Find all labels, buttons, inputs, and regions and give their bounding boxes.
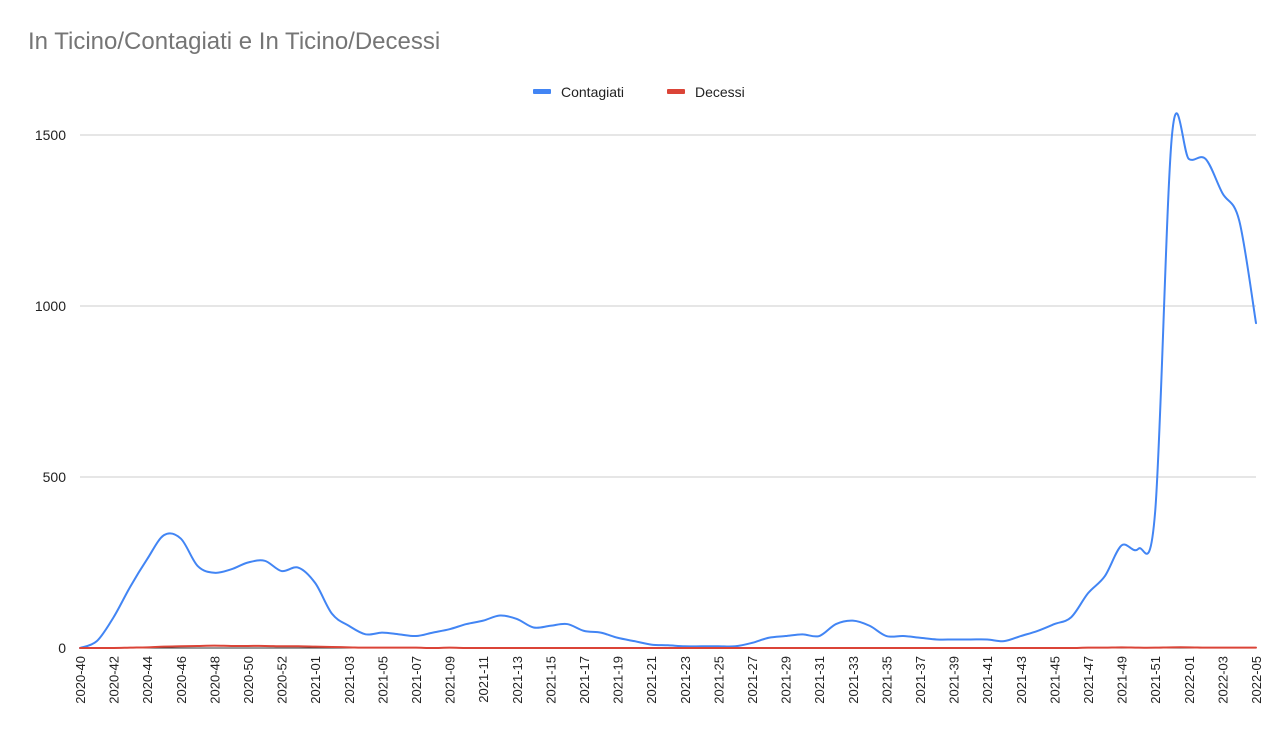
x-tick-label: 2021-51 — [1148, 656, 1163, 704]
x-tick-label: 2020-46 — [174, 656, 189, 704]
x-tick-label: 2021-25 — [711, 656, 726, 704]
x-tick-label: 2021-37 — [913, 656, 928, 704]
series-line-contagiati — [79, 112, 1257, 649]
x-tick-label: 2020-40 — [73, 656, 88, 704]
x-tick-label: 2022-03 — [1215, 656, 1230, 704]
series-line-decessi — [79, 644, 1257, 650]
x-tick-label: 2021-47 — [1081, 656, 1096, 704]
x-tick-label: 2022-01 — [1182, 656, 1197, 704]
x-tick-label: 2021-31 — [812, 656, 827, 704]
x-tick-label: 2021-05 — [375, 656, 390, 704]
x-tick-label: 2021-13 — [510, 656, 525, 704]
x-tick-label: 2021-41 — [980, 656, 995, 704]
x-tick-label: 2020-42 — [107, 656, 122, 704]
x-tick-label: 2021-27 — [745, 656, 760, 704]
x-tick-label: 2021-01 — [308, 656, 323, 704]
legend-item-contagiati[interactable]: Contagiati — [533, 84, 624, 100]
series-lines — [79, 112, 1257, 650]
legend-label: Decessi — [695, 84, 745, 100]
y-tick-label: 1500 — [35, 127, 66, 143]
x-tick-label: 2021-17 — [577, 656, 592, 704]
x-tick-label: 2021-21 — [644, 656, 659, 704]
x-tick-label: 2021-49 — [1115, 656, 1130, 704]
x-tick-label: 2020-52 — [275, 656, 290, 704]
x-tick-label: 2021-07 — [409, 656, 424, 704]
gridlines — [80, 134, 1256, 649]
y-axis-ticks: 0 500 1000 1500 — [35, 127, 66, 656]
y-tick-label: 0 — [58, 640, 66, 656]
x-tick-label: 2020-48 — [207, 656, 222, 704]
x-tick-label: 2021-29 — [779, 656, 794, 704]
x-tick-label: 2021-09 — [443, 656, 458, 704]
x-tick-label: 2020-44 — [140, 656, 155, 704]
x-tick-label: 2021-33 — [846, 656, 861, 704]
x-tick-label: 2021-11 — [476, 656, 491, 703]
legend-swatch — [667, 89, 685, 94]
x-tick-label: 2021-39 — [947, 656, 962, 704]
legend-swatch — [533, 89, 551, 94]
chart-title: In Ticino/Contagiati e In Ticino/Decessi — [28, 28, 441, 55]
x-tick-label: 2022-05 — [1249, 656, 1264, 704]
x-tick-label: 2021-19 — [611, 656, 626, 704]
x-tick-label: 2021-35 — [879, 656, 894, 704]
x-tick-label: 2021-23 — [678, 656, 693, 704]
x-tick-label: 2021-03 — [342, 656, 357, 704]
y-tick-label: 500 — [43, 469, 67, 485]
legend-label: Contagiati — [561, 84, 624, 100]
x-tick-label: 2021-45 — [1047, 656, 1062, 704]
x-tick-label: 2020-50 — [241, 656, 256, 704]
legend-item-decessi[interactable]: Decessi — [667, 84, 745, 100]
x-tick-label: 2021-15 — [543, 656, 558, 704]
legend: Contagiati Decessi — [533, 84, 745, 100]
x-axis-ticks: 2020-40 2020-42 2020-44 2020-46 2020-48 2020-… — [73, 656, 1264, 704]
x-tick-label: 2021-43 — [1014, 656, 1029, 704]
y-tick-label: 1000 — [35, 298, 66, 314]
